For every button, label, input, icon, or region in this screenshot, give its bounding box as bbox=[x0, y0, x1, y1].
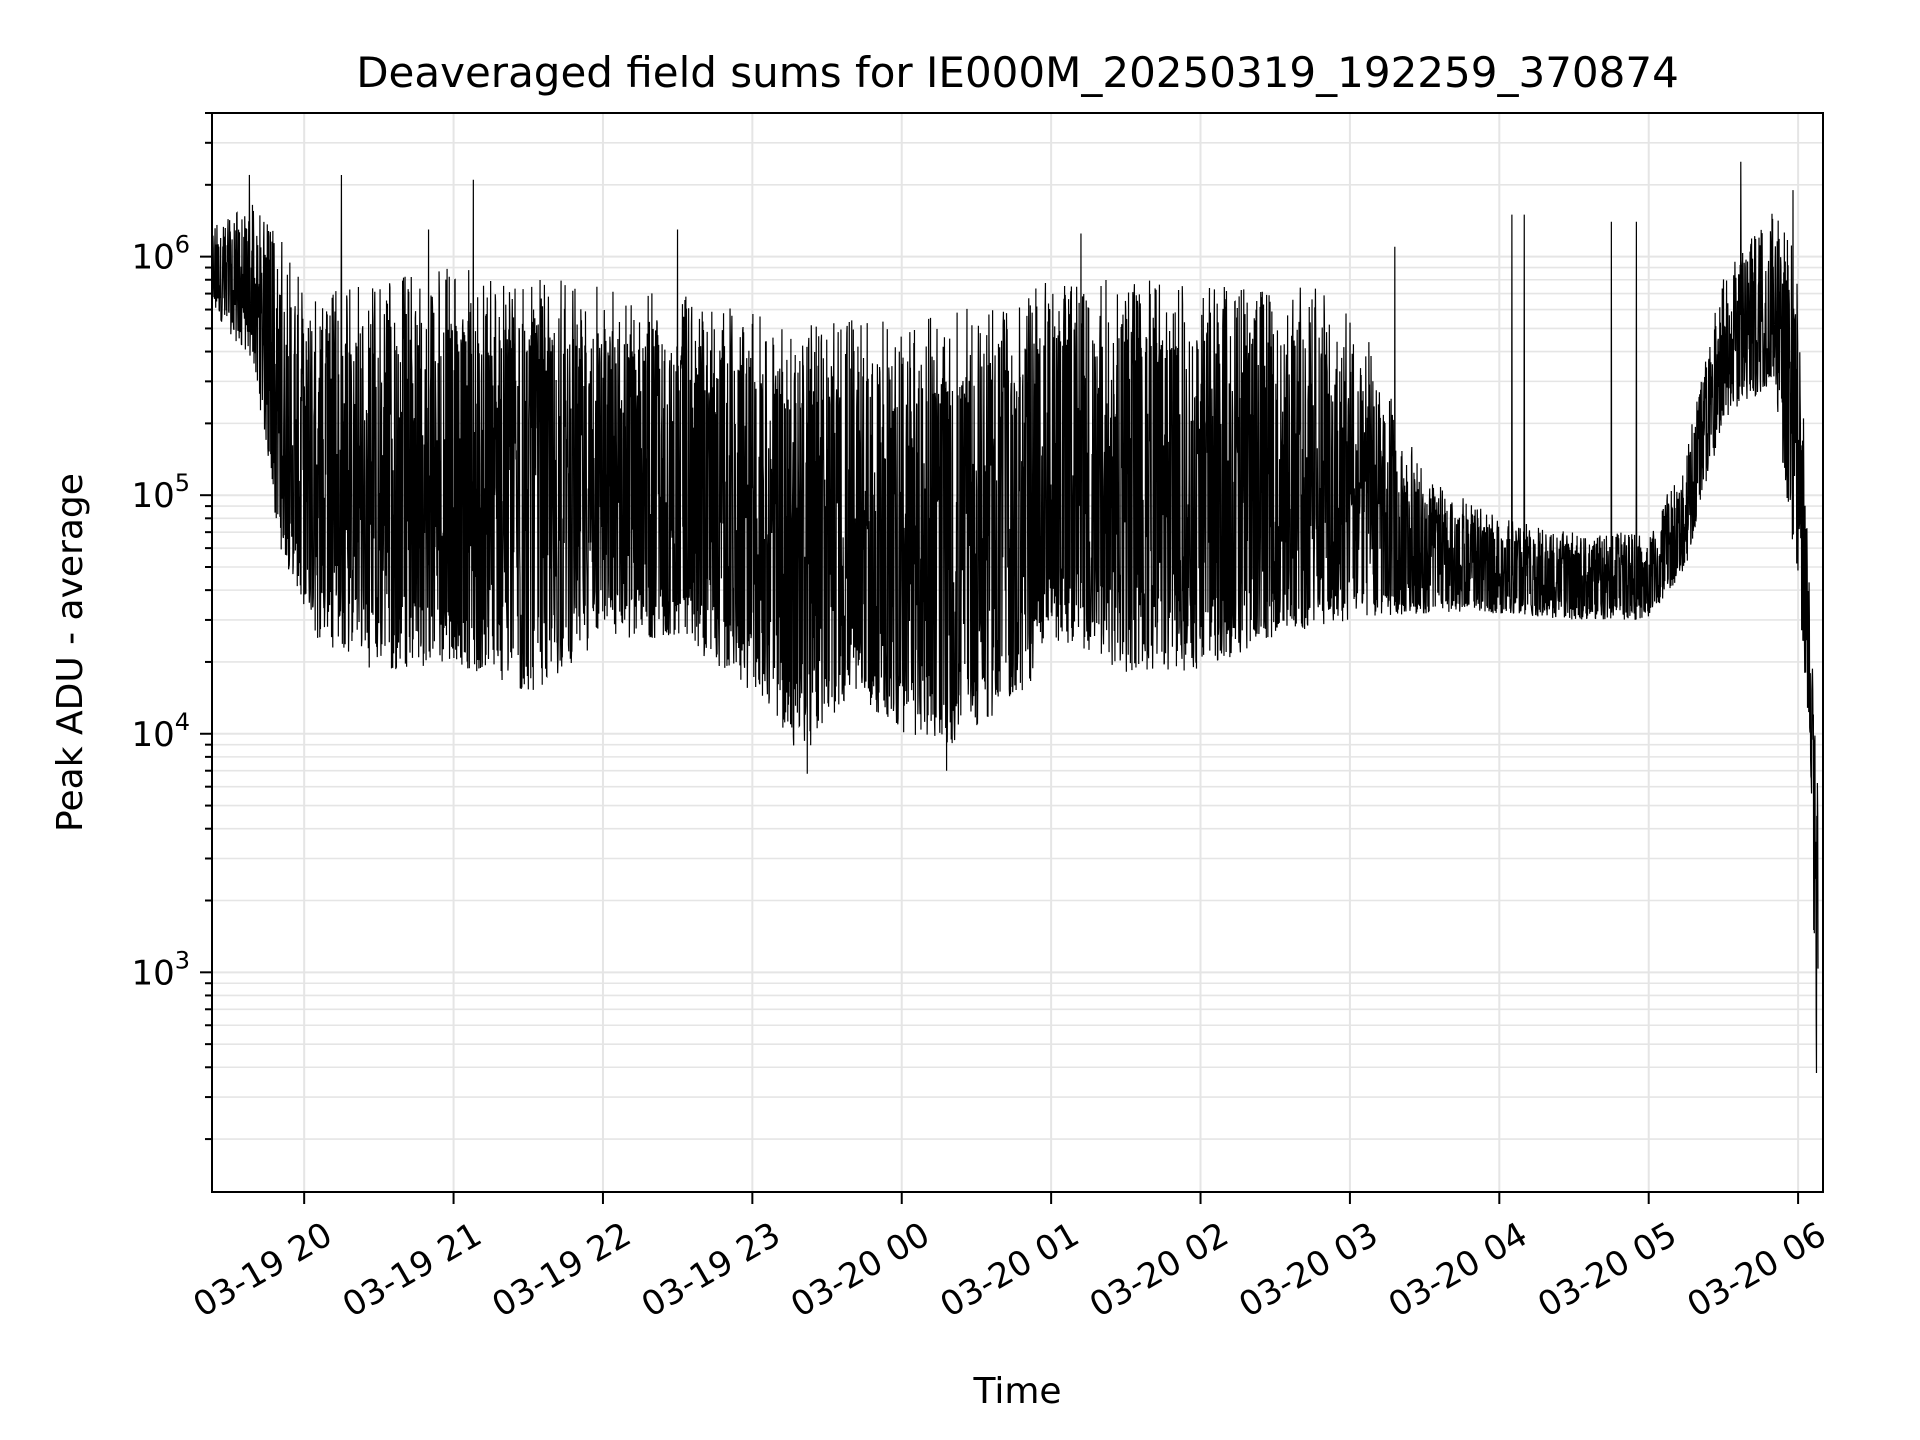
x-tick-label: 03-20 01 bbox=[934, 1215, 1086, 1326]
y-tick-label: 106 bbox=[131, 231, 190, 278]
x-tick-label: 03-20 00 bbox=[784, 1215, 936, 1326]
x-tick-label: 03-20 06 bbox=[1681, 1215, 1833, 1326]
x-axis-label: Time bbox=[972, 1371, 1061, 1412]
y-axis-ticks: 103 104 105 106 bbox=[131, 112, 212, 1141]
y-tick-label: 103 bbox=[131, 946, 190, 993]
y-tick-label: 105 bbox=[131, 469, 190, 516]
x-tick-label: 03-20 04 bbox=[1382, 1215, 1534, 1326]
plot-area-frame bbox=[211, 112, 1824, 1193]
y-tick-label: 104 bbox=[131, 708, 190, 755]
x-tick-label: 03-20 02 bbox=[1083, 1215, 1235, 1326]
x-tick-label: 03-19 21 bbox=[336, 1215, 488, 1326]
x-tick-label: 03-20 05 bbox=[1531, 1215, 1683, 1326]
y-axis-label: Peak ADU - average bbox=[50, 473, 91, 832]
x-tick-label: 03-20 03 bbox=[1232, 1215, 1384, 1326]
data-series bbox=[211, 161, 1819, 1074]
x-tick-label: 03-19 20 bbox=[187, 1215, 339, 1326]
x-tick-label: 03-19 23 bbox=[635, 1215, 787, 1326]
chart-title: Deaveraged field sums for IE000M_2025031… bbox=[356, 48, 1679, 97]
peak-adu-line bbox=[211, 161, 1819, 1074]
x-tick-label: 03-19 22 bbox=[485, 1215, 637, 1326]
